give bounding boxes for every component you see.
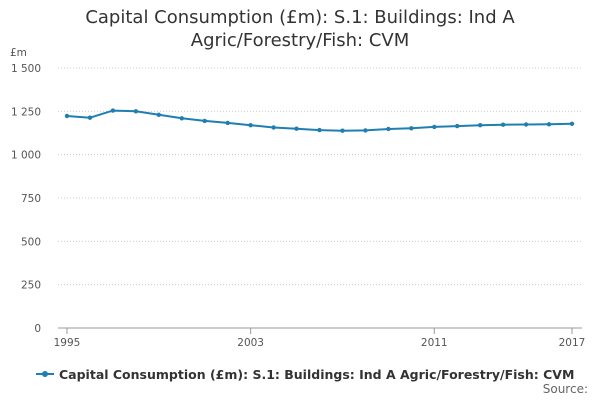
y-tick-label: 0 bbox=[34, 323, 41, 335]
y-tick-label: 250 bbox=[21, 280, 41, 292]
data-point[interactable] bbox=[478, 123, 483, 128]
source-label: Source: bbox=[542, 382, 588, 396]
x-tick-label: 1995 bbox=[54, 337, 81, 349]
legend[interactable]: Capital Consumption (£m): S.1: Buildings… bbox=[36, 364, 574, 384]
data-point[interactable] bbox=[294, 126, 299, 131]
data-point[interactable] bbox=[225, 120, 230, 126]
data-point[interactable] bbox=[179, 116, 184, 121]
data-point[interactable] bbox=[202, 118, 207, 124]
data-point[interactable] bbox=[271, 125, 276, 130]
data-point[interactable] bbox=[64, 113, 70, 119]
y-tick-label: 500 bbox=[21, 236, 41, 248]
x-axis: 1995 2003 2011 2017 bbox=[54, 327, 586, 349]
y-axis-ticks: 0 250 500 750 1 000 1 250 1 500 bbox=[11, 63, 41, 335]
chart-title-line-2: Agric/Forestry/Fish: CVM bbox=[190, 30, 410, 51]
series-line bbox=[66, 109, 573, 132]
data-point[interactable] bbox=[386, 126, 391, 132]
chart-title: Capital Consumption (£m): S.1: Buildings… bbox=[0, 6, 600, 52]
legend-line-marker-icon bbox=[36, 368, 54, 380]
data-point[interactable] bbox=[569, 121, 575, 127]
data-point[interactable] bbox=[87, 115, 93, 120]
series-group bbox=[64, 108, 575, 133]
data-point[interactable] bbox=[248, 123, 253, 128]
chart-title-line-1: Capital Consumption (£m): S.1: Buildings… bbox=[85, 7, 515, 28]
y-tick-label: 1 500 bbox=[11, 63, 41, 75]
data-point[interactable] bbox=[317, 127, 322, 133]
data-point[interactable] bbox=[110, 108, 116, 113]
gridlines bbox=[58, 67, 582, 286]
y-tick-label: 1 000 bbox=[11, 150, 41, 162]
x-tick-label: 2011 bbox=[421, 337, 448, 349]
data-point[interactable] bbox=[500, 122, 506, 127]
data-point[interactable] bbox=[133, 109, 139, 114]
x-tick-label: 2017 bbox=[559, 337, 586, 349]
y-tick-label: 1 250 bbox=[11, 106, 41, 118]
data-point[interactable] bbox=[363, 128, 368, 133]
data-point[interactable] bbox=[455, 123, 460, 129]
data-point[interactable] bbox=[409, 126, 414, 131]
data-point[interactable] bbox=[523, 122, 529, 127]
data-point[interactable] bbox=[432, 124, 437, 130]
legend-label: Capital Consumption (£m): S.1: Buildings… bbox=[59, 366, 575, 382]
y-axis-unit-label: £m bbox=[10, 47, 27, 59]
data-point[interactable] bbox=[340, 128, 345, 133]
data-point[interactable] bbox=[156, 112, 161, 118]
data-point[interactable] bbox=[546, 122, 552, 127]
y-tick-label: 750 bbox=[21, 193, 41, 205]
x-tick-label: 2003 bbox=[237, 337, 264, 349]
